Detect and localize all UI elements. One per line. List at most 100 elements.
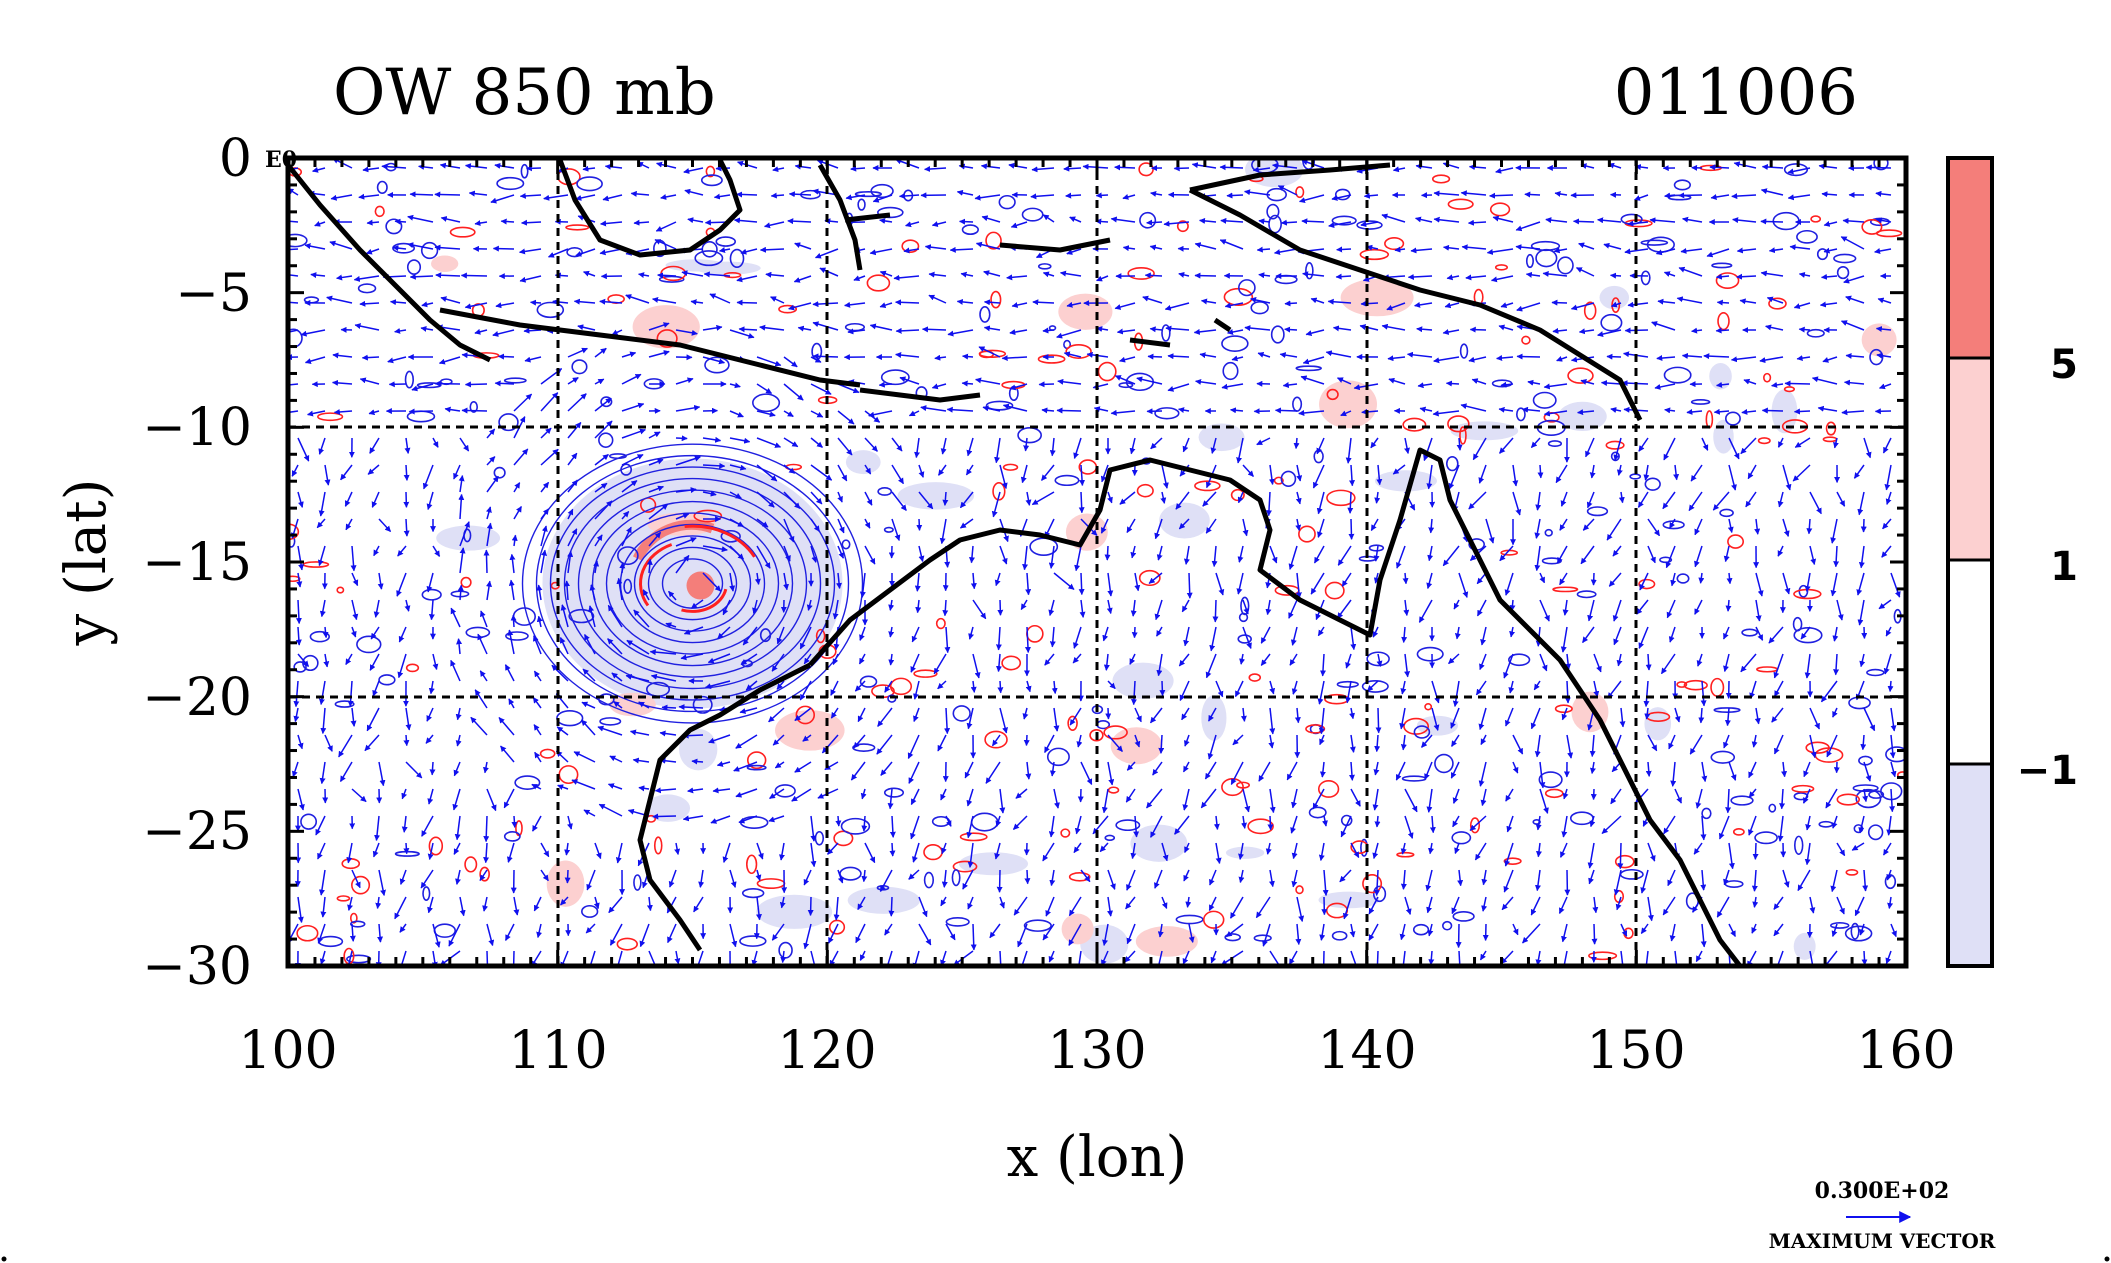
- wind-vector: [468, 190, 488, 197]
- negative-contour: [1305, 262, 1314, 280]
- wind-vector: [336, 274, 353, 281]
- positive-contour: [460, 576, 472, 588]
- negative-contour: [1412, 923, 1430, 936]
- wind-vector: [359, 377, 380, 385]
- wind-vector: [1146, 219, 1163, 226]
- negative-contour: [1730, 795, 1754, 806]
- ow-shade-patch: [431, 255, 459, 272]
- wind-vector: [458, 475, 465, 493]
- negative-contour: [1104, 834, 1116, 841]
- negative-contour: [1023, 919, 1052, 932]
- wind-vector: [1078, 572, 1085, 596]
- cyclone-positive-arc: [684, 524, 756, 558]
- wind-vector: [510, 614, 517, 628]
- y-tick-label: −20: [142, 668, 252, 728]
- wind-vector: [438, 356, 461, 365]
- wind-vector: [1335, 273, 1352, 280]
- ow-shade-patch: [847, 886, 920, 914]
- positive-contour: [1230, 488, 1245, 502]
- negative-contour: [1292, 396, 1303, 412]
- wind-vector: [736, 299, 758, 306]
- negative-contour: [1532, 391, 1557, 409]
- wind-vector: [403, 518, 410, 537]
- positive-contour: [1326, 388, 1339, 401]
- negative-contour: [1852, 784, 1879, 793]
- wind-vector: [398, 626, 407, 643]
- positive-contour: [1459, 426, 1467, 445]
- negative-contour: [1806, 328, 1825, 338]
- wind-vector: [486, 456, 496, 466]
- wind-vector: [397, 545, 407, 557]
- negative-contour: [514, 775, 541, 790]
- wind-vector: [345, 518, 353, 531]
- negative-contour: [346, 954, 372, 964]
- wind-vector: [494, 380, 515, 387]
- wind-vector: [349, 923, 356, 942]
- wind-vector: [1032, 299, 1055, 306]
- wind-vector: [377, 923, 384, 943]
- positive-contour: [952, 860, 978, 873]
- negative-contour: [1836, 265, 1850, 280]
- negative-contour: [979, 306, 991, 323]
- negative-contour: [1118, 382, 1134, 389]
- positive-contour: [1424, 702, 1433, 711]
- positive-contour: [901, 239, 920, 253]
- negative-contour: [1508, 653, 1531, 667]
- wind-vector: [450, 659, 461, 682]
- wind-vector: [329, 240, 353, 250]
- wind-vector: [378, 761, 386, 787]
- negative-contour: [857, 198, 866, 211]
- negative-contour: [503, 377, 527, 384]
- negative-contour: [739, 935, 767, 947]
- negative-contour: [1547, 440, 1563, 448]
- wind-vector: [456, 638, 463, 655]
- negative-contour: [1222, 361, 1239, 381]
- positive-contour: [984, 730, 1008, 749]
- wind-vector: [962, 353, 974, 360]
- cyclone-contour: [605, 512, 780, 655]
- wind-vector: [738, 326, 758, 333]
- positive-contour: [1067, 715, 1078, 731]
- wind-vector: [428, 680, 435, 695]
- x-tick-label: 140: [1317, 1021, 1416, 1081]
- wind-vector: [440, 296, 461, 304]
- positive-contour: [1037, 354, 1066, 364]
- positive-contour: [351, 875, 371, 895]
- positive-contour: [1489, 202, 1511, 217]
- wind-vector: [1610, 272, 1622, 279]
- negative-contour: [1295, 365, 1322, 372]
- positive-contour: [1384, 237, 1405, 251]
- wind-vector: [452, 788, 461, 811]
- wind-vector: [371, 491, 380, 508]
- positive-contour: [616, 937, 638, 951]
- wind-vector: [375, 896, 382, 909]
- wind-vector: [1760, 218, 1784, 225]
- wind-vector: [483, 815, 490, 843]
- wind-vector: [1489, 192, 1514, 199]
- positive-contour: [889, 677, 913, 696]
- x-tick-label: 110: [508, 1021, 607, 1081]
- negative-contour: [599, 717, 622, 726]
- wind-vector: [1173, 165, 1190, 172]
- negative-contour: [1280, 470, 1297, 487]
- wind-vector: [483, 549, 490, 574]
- positive-contour: [288, 575, 301, 583]
- wind-vector: [448, 923, 461, 947]
- wind-vector: [323, 653, 330, 668]
- wind-vector: [1159, 680, 1166, 697]
- negative-contour: [1792, 616, 1803, 632]
- positive-contour: [539, 748, 556, 759]
- wind-vector: [409, 273, 434, 280]
- wind-vector: [400, 950, 407, 966]
- wind-vector: [1186, 572, 1193, 599]
- wind-vector: [288, 329, 299, 334]
- negative-contour: [1442, 920, 1453, 931]
- positive-contour: [1002, 463, 1019, 471]
- cyclone-contour: [535, 454, 850, 713]
- negative-contour: [1372, 885, 1387, 903]
- wind-vector: [1226, 192, 1244, 199]
- ow-shade-patch: [1225, 846, 1265, 859]
- negative-contour: [1768, 803, 1777, 813]
- wind-vector: [850, 165, 866, 172]
- wind-vector: [373, 545, 380, 557]
